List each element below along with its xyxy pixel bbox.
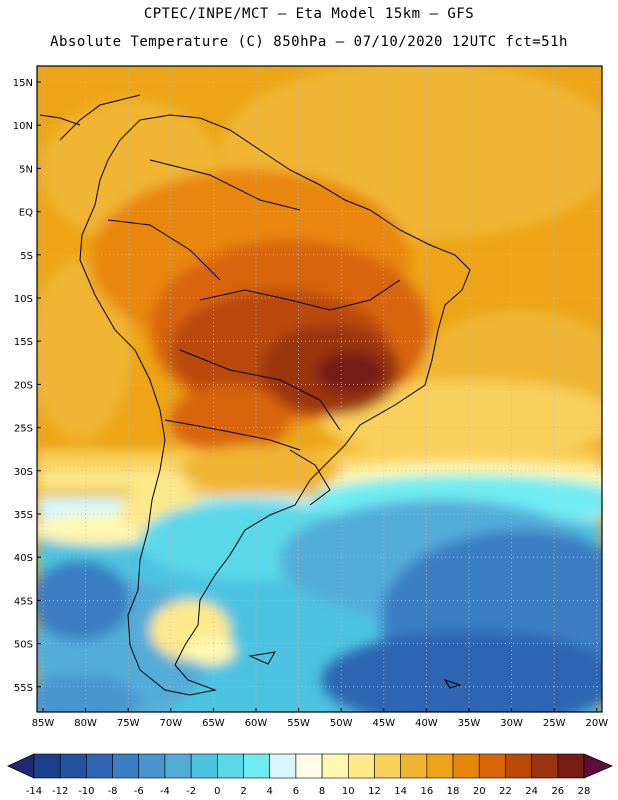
lon-label: 25W (543, 718, 566, 729)
legend-swatch (217, 753, 244, 779)
map-frame (36, 65, 603, 713)
lat-label: 55S (14, 683, 33, 694)
legend-label: -12 (52, 786, 68, 797)
legend-label: 24 (525, 786, 538, 797)
legend-swatch (295, 753, 323, 779)
legend-left-arrow (7, 753, 35, 779)
legend-label: -14 (26, 786, 42, 797)
legend-swatch (269, 753, 297, 779)
legend-swatch (478, 753, 506, 779)
lon-label: 65W (202, 718, 225, 729)
lat-label: 35S (14, 510, 33, 521)
legend-label: 0 (214, 786, 220, 797)
legend-label: 16 (420, 786, 433, 797)
legend-label: 26 (551, 786, 564, 797)
lat-label: 15N (13, 78, 33, 89)
longitude-labels: 85W 80W 75W 70W 65W 60W 55W 50W 45W 40W 35W 30W 25W 2… (32, 708, 608, 729)
color-legend: -14 -12 -10 -8 -6 -4 -2 0 2 4 6 8 10 12 14 16 18 20 22 24 26… (7, 753, 614, 797)
legend-label: -10 (78, 786, 94, 797)
lon-label: 30W (500, 718, 523, 729)
lon-label: 75W (117, 718, 140, 729)
legend-label: -4 (160, 786, 170, 797)
legend-right-arrow (583, 753, 614, 779)
lon-label: 80W (74, 718, 97, 729)
lon-label: 20W (585, 718, 608, 729)
lat-label: 15S (14, 337, 33, 348)
legend-swatch (557, 753, 585, 779)
lon-label: 45W (372, 718, 395, 729)
lat-label: 10S (14, 294, 33, 305)
legend-label: 14 (394, 786, 407, 797)
latitude-labels: 15N 10N 5N EQ 5S 10S 15S 20S 25S 30S 35S 40S 45S 50S 5… (13, 78, 41, 694)
legend-label: 18 (447, 786, 460, 797)
lon-label: 55W (287, 718, 310, 729)
map-title-line-2: Absolute Temperature (C) 850hPa — 07/10/… (50, 34, 568, 50)
lon-label: 70W (159, 718, 182, 729)
legend-swatch (138, 753, 166, 779)
lat-label: 20S (14, 380, 33, 391)
legend-label: 4 (267, 786, 273, 797)
legend-swatch (347, 753, 375, 779)
legend-swatch (112, 753, 140, 779)
legend-label: 20 (473, 786, 486, 797)
legend-swatch (452, 753, 480, 779)
legend-label: 2 (240, 786, 246, 797)
lat-label: 5N (19, 164, 33, 175)
legend-label: 12 (368, 786, 381, 797)
lon-label: 50W (330, 718, 353, 729)
temperature-field (37, 66, 602, 712)
legend-swatch (164, 753, 192, 779)
legend-swatch (86, 753, 113, 779)
map-title-line-1: CPTEC/INPE/MCT — Eta Model 15km — GFS (143, 6, 475, 22)
lat-label: EQ (19, 208, 33, 219)
coastline (39, 94, 471, 696)
legend-swatch (400, 753, 428, 779)
lat-label: 5S (20, 251, 33, 262)
lon-label: 60W (245, 718, 268, 729)
legend-label: 10 (342, 786, 355, 797)
legend-swatch (374, 753, 401, 779)
legend-label: 8 (319, 786, 325, 797)
legend-label: -2 (186, 786, 196, 797)
lat-label: 25S (14, 424, 33, 435)
legend-label: 28 (578, 786, 591, 797)
lat-label: 45S (14, 596, 33, 607)
legend-label: 22 (499, 786, 512, 797)
legend-label: -8 (108, 786, 118, 797)
legend-swatch (505, 753, 532, 779)
legend-swatch (33, 753, 61, 779)
legend-swatch (426, 753, 454, 779)
lat-label: 40S (14, 553, 33, 564)
lat-label: 50S (14, 640, 33, 651)
legend-label: 6 (293, 786, 299, 797)
lat-label: 10N (13, 121, 33, 132)
lon-label: 35W (458, 718, 481, 729)
legend-swatch (321, 753, 349, 779)
legend-swatch (531, 753, 559, 779)
legend-swatch (59, 753, 87, 779)
lon-label: 85W (32, 718, 55, 729)
lon-label: 40W (415, 718, 438, 729)
lat-label: 30S (14, 467, 33, 478)
legend-swatch (243, 753, 271, 779)
legend-label: -6 (134, 786, 144, 797)
legend-swatch (190, 753, 218, 779)
